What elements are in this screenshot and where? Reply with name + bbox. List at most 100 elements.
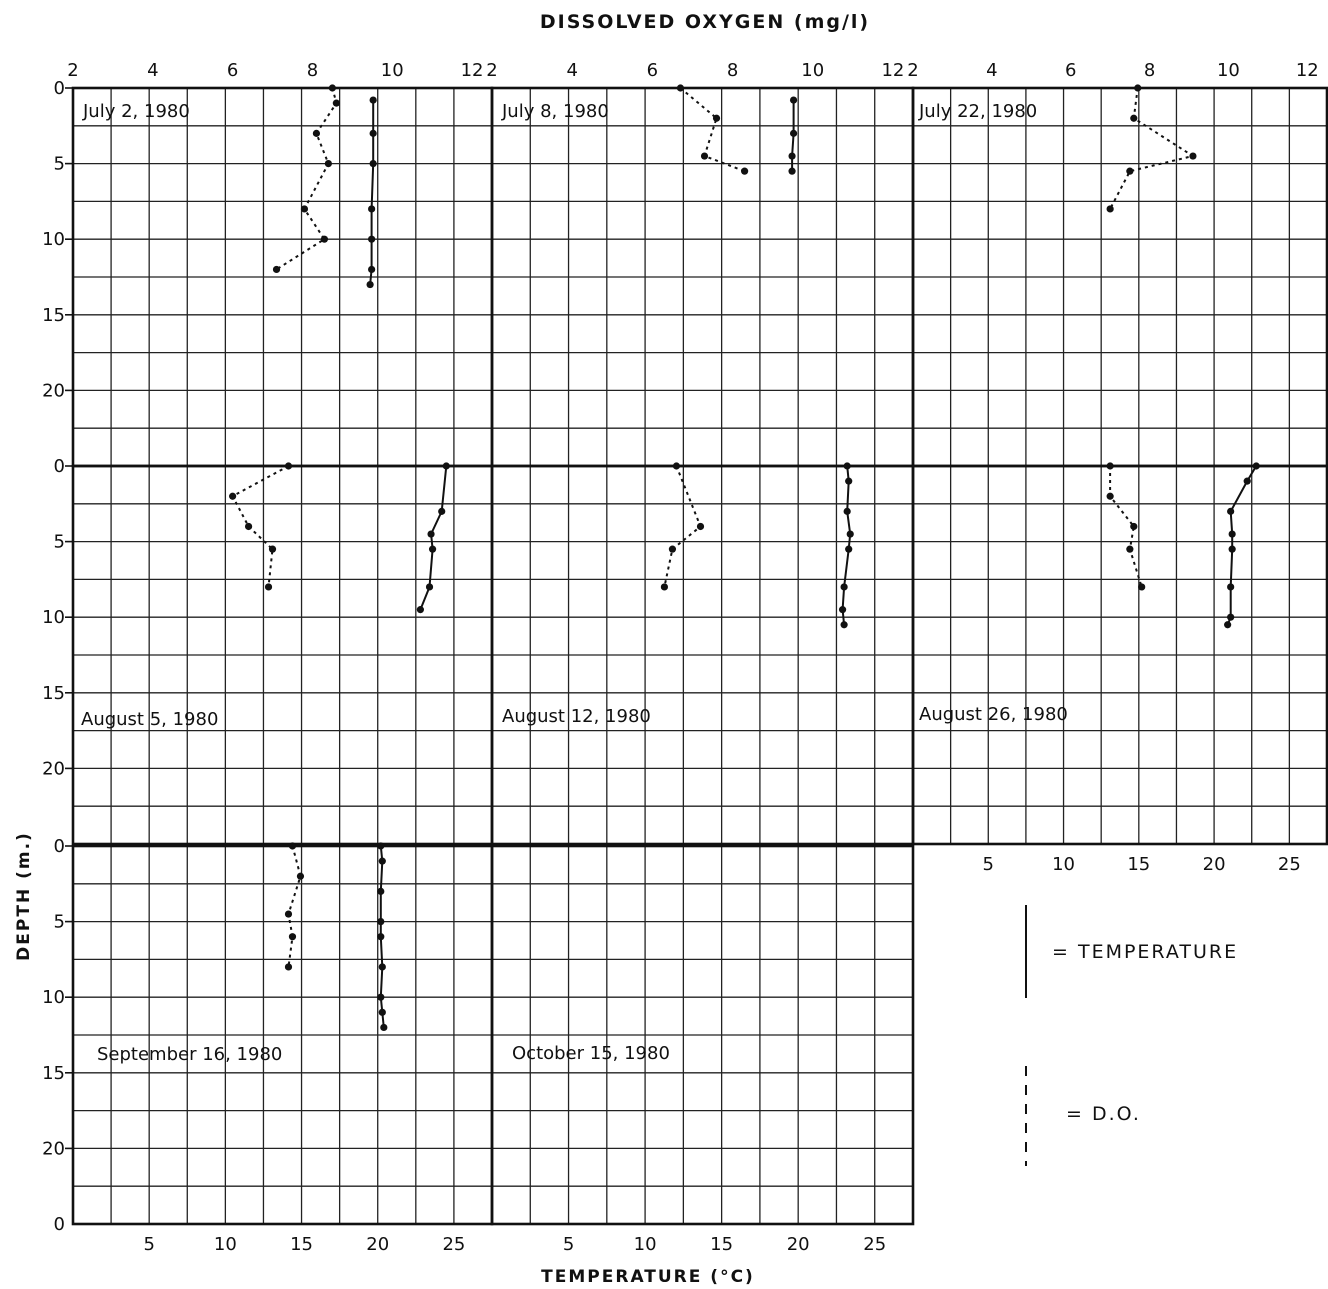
tick-labels: 2 4 6 8 10 12 2 4 6 8 10 12 2 4 6 8 10 125 10 15 20 25 5 10 15 20…: [42, 60, 1319, 1255]
temperature-point: [377, 842, 385, 850]
dissolved-oxygen-point: [1126, 167, 1134, 175]
depth-tick-label: 10: [42, 987, 65, 1008]
dissolved-oxygen-point: [696, 522, 705, 531]
dissolved-oxygen-point: [272, 265, 281, 274]
panel-date-label: September 16, 1980: [97, 1044, 282, 1065]
do-tick-label: 12: [461, 60, 484, 81]
temperature-point: [377, 933, 385, 941]
dissolved-oxygen-line: [1109, 87, 1196, 210]
temperature-tick-label: 20: [366, 1234, 389, 1255]
depth-tick-label: 20: [42, 1138, 65, 1159]
temperature-tick-label: 10: [1052, 854, 1075, 875]
do-tick-label: 4: [147, 60, 158, 81]
temperature-point: [368, 235, 376, 243]
depth-tick-label: 15: [42, 1063, 65, 1084]
do-tick-label: 8: [1144, 60, 1155, 81]
temperature-point: [442, 462, 450, 470]
temperature-tick-label: 25: [1278, 854, 1301, 875]
do-tick-label: 10: [1217, 60, 1240, 81]
temperature-tick-label: 20: [1203, 854, 1226, 875]
do-tick-label: 4: [566, 60, 577, 81]
dissolved-oxygen-point: [700, 152, 709, 160]
panel-date-label: August 5, 1980: [81, 709, 218, 730]
do-tick-label: 4: [986, 60, 997, 81]
temperature-point: [377, 887, 385, 895]
temperature-point: [788, 152, 796, 160]
temperature-point: [1228, 545, 1236, 553]
dissolved-oxygen-point: [328, 84, 336, 92]
dissolved-oxygen-line: [287, 845, 302, 968]
dissolved-oxygen-point: [288, 842, 297, 850]
legend: = TEMPERATURE = D.O.: [1025, 905, 1236, 1166]
temperature-point: [380, 1023, 388, 1032]
temperature-point: [416, 606, 424, 614]
temperature-line: [841, 465, 852, 625]
temperature-point: [428, 545, 437, 553]
temperature-point: [789, 96, 798, 104]
dissolved-oxygen-point: [1106, 205, 1114, 213]
do-tick-label: 10: [381, 60, 404, 81]
do-tick-label: 2: [907, 60, 918, 81]
depth-tick-label: 20: [42, 758, 65, 779]
do-tick-label: 2: [486, 60, 497, 81]
temperature-point: [840, 583, 848, 591]
dissolved-oxygen-point: [741, 167, 749, 175]
dissolved-oxygen-point: [296, 872, 305, 880]
temperature-point: [378, 1008, 386, 1016]
dissolved-oxygen-point: [284, 462, 293, 470]
dissolved-oxygen-point: [324, 160, 332, 168]
dissolved-oxygen-point: [1106, 492, 1114, 500]
temperature-point: [1227, 613, 1235, 621]
do-tick-label: 6: [647, 60, 658, 81]
depth-tick-label: 10: [42, 607, 65, 628]
temperature-tick-label: 15: [1127, 854, 1150, 875]
dissolved-oxygen-point: [672, 462, 681, 470]
series-layer: [229, 84, 1260, 1032]
legend-do-label: = D.O.: [1066, 1103, 1141, 1125]
temperature-tick-label: 10: [634, 1234, 657, 1255]
chart-title: DISSOLVED OXYGEN (mg/l): [540, 11, 870, 33]
temperature-tick-label: 15: [290, 1234, 313, 1255]
dissolved-oxygen-point: [1126, 545, 1134, 553]
dissolved-oxygen-point: [1106, 462, 1114, 470]
temperature-point: [1252, 462, 1260, 470]
dissolved-oxygen-line: [679, 87, 745, 173]
temperature-line: [791, 100, 795, 172]
temperature-point: [369, 96, 377, 104]
temperature-point: [1227, 583, 1235, 591]
dissolved-oxygen-point: [1189, 152, 1197, 160]
panel-date-label: August 12, 1980: [502, 706, 651, 727]
panel-frames: [71, 86, 1328, 1226]
temperature-point: [1243, 477, 1251, 485]
temperature-tick-label: 5: [143, 1234, 154, 1255]
depth-tick-label: 5: [54, 154, 65, 175]
dissolved-oxygen-point: [300, 205, 309, 213]
temperature-point: [427, 530, 435, 538]
panel-frame: [490, 844, 915, 1226]
temperature-point: [369, 129, 377, 137]
temperature-point: [369, 160, 377, 168]
temperature-line: [369, 100, 375, 285]
temperature-point: [1224, 621, 1232, 629]
temperature-tick-label: 25: [442, 1234, 465, 1255]
depth-tick-label: 20: [42, 380, 65, 401]
temperature-point: [378, 963, 386, 971]
temperature-line: [1226, 465, 1258, 626]
depth-tick-label: 0: [54, 456, 65, 477]
temperature-tick-label: 25: [863, 1234, 886, 1255]
dissolved-oxygen-point: [1130, 114, 1138, 122]
dissolved-oxygen-point: [1138, 583, 1146, 591]
depth-tick-label: 0: [54, 836, 65, 857]
temperature-point: [843, 507, 851, 515]
panel-labels: July 2, 1980 July 8, 1980 July 22, 1980 Aug…: [81, 101, 1068, 1065]
dissolved-oxygen-point: [288, 933, 297, 941]
y-axis-label: DEPTH (m.): [14, 831, 34, 961]
do-tick-label: 6: [1065, 60, 1076, 81]
temperature-point: [378, 857, 386, 865]
temperature-point: [1227, 507, 1235, 515]
temperature-point: [789, 129, 798, 137]
temperature-tick-label: 10: [214, 1234, 237, 1255]
temperature-point: [1228, 530, 1236, 538]
do-tick-label: 12: [881, 60, 904, 81]
do-tick-label: 8: [307, 60, 318, 81]
